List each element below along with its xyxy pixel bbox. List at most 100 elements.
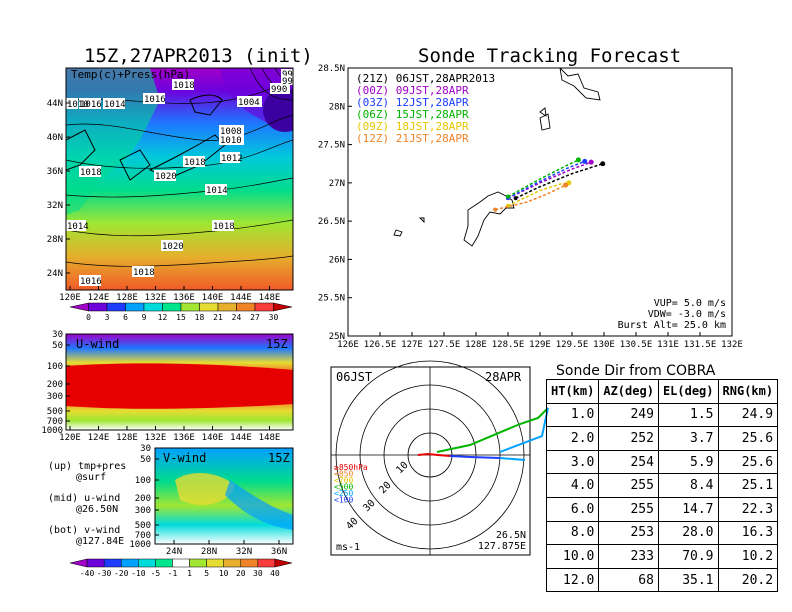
table-column-header: HT(km) <box>545 379 600 404</box>
svg-text:1016: 1016 <box>80 100 102 110</box>
table-title: Sonde Dir from COBRA <box>556 363 716 379</box>
v-ytick: 200 <box>135 494 151 504</box>
map-y-axis: 44N 40N 36N 32N 28N 24N <box>47 99 70 279</box>
track-ytick: 26N <box>329 255 345 265</box>
table-cell: 68 <box>598 567 659 593</box>
track-start <box>513 196 518 201</box>
v-xtick: 32N <box>236 547 252 557</box>
isobar-labels: 1016 1014 1016 1018 1004 1008 1010 1012 … <box>66 69 293 287</box>
map-ytick: 24N <box>47 269 63 279</box>
polar-time-left: 06JST <box>336 370 372 384</box>
wind-colorbar-tick: -20 <box>114 569 129 578</box>
wind-colorbar-tick: -1 <box>168 569 178 578</box>
svg-text:Burst Alt= 25.0 km: Burst Alt= 25.0 km <box>618 320 726 331</box>
colorbar-tick: 30 <box>269 313 279 322</box>
colorbar-tick: 21 <box>213 313 223 322</box>
wind-colorbar-tick: 20 <box>236 569 246 578</box>
polar-location-lon: 127.875E <box>478 541 526 552</box>
u-xtick: 128E <box>116 433 138 443</box>
table-cell: 252 <box>598 426 659 451</box>
u-ytick: 200 <box>47 380 63 390</box>
track-ytick: 25.5N <box>318 294 345 304</box>
wind-colorbar-swatch <box>155 558 173 568</box>
colorbar-swatch <box>236 302 256 312</box>
map-xtick: 128E <box>116 293 138 303</box>
map-xtick: 136E <box>173 293 195 303</box>
v-ytick: 700 <box>135 531 151 541</box>
track-legend-item: (12Z) 21JST,28APR <box>356 132 469 145</box>
track-xtick: 126E <box>337 340 359 350</box>
track-xtick: 130E <box>593 340 615 350</box>
track-legend: (21Z) 06JST,28APR2013(00Z) 09JST,28APR(0… <box>356 72 495 145</box>
svg-text:(bot) v-wind: (bot) v-wind <box>48 525 120 536</box>
wind-colorbar-swatch <box>69 558 88 568</box>
colorbar-tick: 27 <box>250 313 260 322</box>
track-endpoint <box>582 158 588 164</box>
svg-text:1018: 1018 <box>173 81 195 91</box>
u-ytick: 1000 <box>41 426 63 436</box>
polar-plot: 10 20 30 40 06JST 28APR ≥850hPa<850<700<… <box>330 360 549 556</box>
colorbar-swatch <box>273 302 293 312</box>
u-ytick: 30 <box>52 330 63 340</box>
polar-legend-item: <850 <box>334 470 353 479</box>
panel-notes: (up) tmp+pres @surf (mid) u-wind @26.50N… <box>48 461 126 547</box>
track-ytick: 28N <box>329 102 345 112</box>
polar-legend-item: <700 <box>334 476 353 485</box>
colorbar-tick: 12 <box>158 313 168 322</box>
table-cell: 233 <box>598 544 659 569</box>
v-xtick: 36N <box>271 547 287 557</box>
u-ytick: 100 <box>47 362 63 372</box>
v-wind-label: V-wind <box>163 451 206 465</box>
table-header-row: HT(km) AZ(deg) EL(deg) RNG(km) <box>545 379 779 404</box>
svg-text:1018: 1018 <box>213 222 235 232</box>
track-xtick: 127.5E <box>428 340 461 350</box>
colorbar-swatch <box>106 302 126 312</box>
map-x-axis: 120E 124E 128E 132E 136E 140E 144E 148E <box>59 286 280 303</box>
launch-params: VUP= 5.0 m/s VDW= -3.0 m/s Burst Alt= 25… <box>618 298 726 331</box>
svg-text:1004: 1004 <box>238 98 260 108</box>
u-xtick: 132E <box>145 433 167 443</box>
map-xtick: 140E <box>202 293 224 303</box>
colorbar-swatch <box>69 302 89 312</box>
track-endpoint <box>575 157 581 163</box>
table-row: 3.0 254 5.9 25.6 <box>545 449 779 475</box>
map-xtick: 144E <box>230 293 252 303</box>
polar-legend-item: <100 <box>334 496 353 505</box>
svg-text:1018: 1018 <box>133 268 155 278</box>
polar-legend: ≥850hPa<850<700<500<250<100 <box>334 463 368 505</box>
map-xtick: 124E <box>88 293 110 303</box>
track-y-axis: 28.5N 28N 27.5N 27N 26.5N 26N 25.5N 25N <box>318 64 352 342</box>
track-legend-item: (06Z) 15JST,28APR <box>356 108 469 121</box>
table-cell: 8.0 <box>545 520 600 546</box>
track-endpoint <box>600 161 606 167</box>
wind-colorbar-swatch <box>189 558 207 568</box>
table-row: 6.0 255 14.7 22.3 <box>545 496 779 522</box>
table-cell: 253 <box>598 520 659 546</box>
colorbar-swatch <box>199 302 219 312</box>
table-cell: 8.4 <box>657 473 719 498</box>
map-ytick: 40N <box>47 133 63 143</box>
table-cell: 22.3 <box>717 496 779 522</box>
table-cell: 20.2 <box>717 567 779 593</box>
islands <box>393 68 601 247</box>
colorbar-tick: 9 <box>142 313 147 322</box>
track-xtick: 129.5E <box>556 340 589 350</box>
colorbar-swatch <box>88 302 108 312</box>
polar-time-right: 28APR <box>485 370 522 384</box>
wind-colorbar-tick: -5 <box>151 569 161 578</box>
track-xtick: 128.5E <box>492 340 525 350</box>
svg-text:990: 990 <box>271 85 287 95</box>
track-legend-item: (21Z) 06JST,28APR2013 <box>356 72 495 85</box>
wind-colorbar-swatch <box>257 558 276 568</box>
wind-colorbar-swatch <box>206 558 224 568</box>
colorbar-tick: 24 <box>232 313 242 322</box>
colorbar-tick: 15 <box>176 313 186 322</box>
polar-legend-item: <250 <box>334 489 353 498</box>
svg-text:99: 99 <box>282 77 293 87</box>
left-title: 15Z,27APR2013 (init) <box>84 45 313 67</box>
u-xtick: 120E <box>59 433 81 443</box>
table-cell: 70.9 <box>657 544 719 569</box>
table-cell: 10.2 <box>717 544 779 569</box>
track-xtick: 126.5E <box>364 340 397 350</box>
